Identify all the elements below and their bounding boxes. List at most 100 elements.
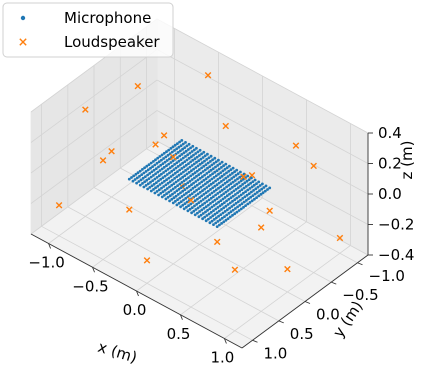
microphone-point-457 [192, 162, 196, 166]
loudspeaker-point-10 [108, 147, 115, 155]
microphone-point-440 [220, 180, 223, 183]
y-tick-label-2: 0.0 [316, 306, 340, 324]
microphone-point-464 [218, 176, 222, 180]
microphone-point-522 [252, 189, 256, 192]
microphone-point-185 [179, 186, 183, 190]
microphone-point-344 [225, 194, 229, 198]
microphone-point-336 [196, 178, 200, 182]
loudspeaker-point-16 [169, 153, 177, 161]
microphone-point-458 [196, 164, 200, 168]
microphone-point-28 [141, 182, 144, 185]
microphone-point-331 [178, 168, 182, 172]
gridline-z-back-2 [156, 79, 369, 195]
microphone-point-11 [168, 199, 172, 203]
gridline-z-side-0 [30, 140, 158, 235]
microphone-point-591 [236, 172, 240, 176]
microphone-point-287 [195, 183, 199, 187]
microphone-point-134 [171, 187, 175, 191]
microphone-point-170 [214, 207, 218, 211]
microphone-point-423 [247, 197, 250, 201]
microphone-point-491 [228, 178, 231, 182]
y-tick-label-4: 1.0 [264, 344, 288, 362]
microphone-point-235 [184, 183, 188, 186]
microphone-point-618 [246, 174, 250, 178]
microphone-point-77 [141, 176, 145, 180]
microphone-point-284 [184, 177, 188, 181]
microphone-point-619 [250, 176, 253, 180]
microphone-point-144 [208, 207, 212, 211]
microphone-point-317 [216, 192, 220, 195]
microphone-point-307 [179, 172, 183, 176]
microphone-point-186 [183, 188, 187, 192]
microphone-point-180 [161, 176, 165, 180]
x-tick-1 [92, 267, 95, 273]
microphone-point-528 [184, 149, 188, 153]
y-tick-4 [252, 339, 258, 343]
microphone-point-214 [196, 192, 200, 196]
microphone-point-226 [151, 165, 155, 169]
x-tick-label-4: 1.0 [210, 349, 234, 367]
microphone-point-328 [167, 162, 171, 166]
microphone-point-521 [248, 187, 252, 190]
microphone-point-499 [257, 194, 261, 198]
microphone-point-128 [149, 175, 153, 179]
microphone-point-376 [164, 155, 168, 159]
microphone-point-140 [193, 199, 197, 203]
microphone-point-0 [127, 177, 131, 181]
microphone-point-429 [179, 158, 183, 162]
microphone-point-513 [219, 171, 223, 175]
microphone-point-514 [222, 173, 226, 176]
microphone-point-54 [146, 182, 150, 186]
microphone-point-15 [182, 207, 186, 211]
microphone-point-155 [159, 177, 163, 181]
microphone-point-57 [157, 188, 161, 192]
microphone-point-560 [212, 162, 216, 165]
microphone-point-228 [158, 169, 162, 172]
microphone-point-190 [198, 196, 202, 199]
loudspeaker-point-8 [266, 207, 274, 215]
microphone-point-23 [212, 223, 215, 227]
microphone-point-314 [205, 186, 209, 189]
microphone-point-616 [239, 170, 242, 174]
microphone-point-80 [152, 182, 156, 186]
microphone-point-529 [188, 151, 192, 155]
microphone-point-123 [220, 216, 224, 220]
microphone-point-354 [173, 163, 177, 166]
microphone-point-623 [264, 184, 268, 188]
microphone-point-171 [217, 209, 221, 213]
microphone-point-3 [138, 183, 142, 187]
y-tick-1 [331, 281, 337, 285]
microphone-point-404 [177, 159, 181, 163]
microphone-point-188 [190, 192, 194, 196]
microphone-point-68 [198, 210, 202, 213]
microphone-point-147 [219, 213, 223, 217]
microphone-point-13 [175, 203, 179, 207]
microphone-point-70 [205, 214, 209, 217]
microphone-point-558 [205, 158, 209, 161]
microphone-point-148 [223, 215, 226, 219]
loudspeaker-point-9 [310, 162, 317, 170]
microphone-point-449 [253, 197, 256, 201]
microphone-point-603 [191, 144, 195, 148]
microphone-point-347 [236, 200, 240, 204]
microphone-point-160 [177, 187, 181, 191]
microphone-point-121 [213, 212, 217, 216]
microphone-point-157 [166, 181, 170, 185]
microphone-point-52 [139, 178, 143, 182]
microphone-point-473 [251, 194, 255, 198]
microphone-point-421 [239, 193, 243, 197]
microphone-point-240 [202, 192, 206, 196]
loudspeaker-point-13 [284, 265, 291, 273]
microphone-point-469 [236, 186, 240, 190]
microphone-point-397 [241, 197, 245, 200]
microphone-point-133 [168, 185, 171, 189]
microphone-point-173 [225, 213, 229, 217]
microphone-point-283 [181, 175, 185, 179]
microphone-point-162 [185, 191, 188, 195]
microphone-point-269 [219, 199, 223, 203]
microphone-point-606 [202, 150, 206, 154]
microphone-point-267 [212, 195, 215, 199]
microphone-point-98 [218, 218, 222, 222]
microphone-point-594 [247, 178, 251, 182]
microphone-point-178 [154, 172, 158, 176]
